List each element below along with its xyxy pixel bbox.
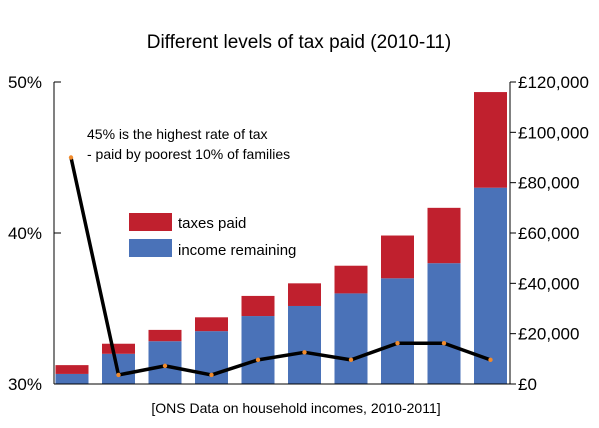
tax-rate-line	[69, 157, 492, 377]
left-tick-label: 30%	[8, 375, 42, 394]
legend-label-income-remaining: income remaining	[178, 242, 296, 259]
tax-rate-point-4	[209, 372, 214, 378]
tax-rate-point-8	[395, 341, 400, 346]
annotation-line-1: 45% is the highest rate of tax	[87, 126, 268, 142]
tax-rate-point-3	[162, 363, 168, 369]
tax-rate-point-10	[488, 357, 493, 363]
right-tick-label: £120,000	[518, 73, 589, 92]
source-note: [ONS Data on household incomes, 2010-201…	[151, 400, 440, 416]
legend-label-taxes-paid: taxes paid	[178, 215, 246, 232]
tax-rate-point-5	[255, 357, 261, 363]
line-layer	[68, 155, 493, 378]
legend-swatch-taxes-paid	[129, 213, 172, 231]
chart-title: Different levels of tax paid (2010-11)	[147, 32, 452, 53]
legend: taxes paid income remaining	[129, 213, 296, 259]
bar-taxes-paid-10	[474, 92, 507, 188]
tax-rate-point-9	[441, 341, 447, 346]
bar-income-remaining-3	[148, 341, 182, 384]
bars-layer	[55, 92, 507, 384]
bar-taxes-paid-6	[288, 283, 321, 306]
bar-taxes-paid-8	[381, 235, 414, 279]
bar-income-remaining-7	[334, 293, 368, 384]
bar-taxes-paid-1	[55, 365, 89, 374]
annotation-line-2: - paid by poorest 10% of families	[87, 146, 290, 162]
right-tick-label: £80,000	[518, 174, 579, 193]
bar-income-remaining-9	[427, 263, 461, 384]
annotation: 45% is the highest rate of tax - paid by…	[87, 126, 290, 162]
left-tick-label: 40%	[8, 224, 42, 243]
bar-income-remaining-10	[474, 187, 507, 384]
right-tick-label: £60,000	[518, 224, 579, 243]
bar-income-remaining-1	[55, 373, 89, 384]
bar-taxes-paid-9	[427, 207, 461, 264]
bar-taxes-paid-5	[241, 295, 275, 317]
tax-rate-point-2	[116, 372, 121, 378]
tax-rate-point-7	[348, 357, 354, 363]
left-tick-label: 50%	[8, 73, 42, 92]
right-tick-label: £40,000	[518, 274, 579, 293]
bar-income-remaining-8	[381, 278, 414, 384]
right-tick-label: £100,000	[518, 123, 589, 142]
right-tick-label: £0	[518, 375, 537, 394]
axes-layer: 30% 40% 50% £0 £20,000 £40,000 £60,000 £80,000 £…	[8, 73, 589, 394]
bar-income-remaining-6	[288, 305, 321, 384]
legend-swatch-income-remaining	[129, 239, 172, 257]
bar-taxes-paid-2	[102, 343, 135, 354]
right-tick-label: £20,000	[518, 325, 579, 344]
bar-taxes-paid-4	[195, 317, 228, 332]
bar-taxes-paid-3	[148, 329, 182, 342]
bar-income-remaining-5	[241, 316, 275, 384]
tax-rate-point-6	[302, 350, 307, 355]
tax-rate-point-1	[68, 155, 74, 160]
bar-taxes-paid-7	[334, 265, 368, 294]
